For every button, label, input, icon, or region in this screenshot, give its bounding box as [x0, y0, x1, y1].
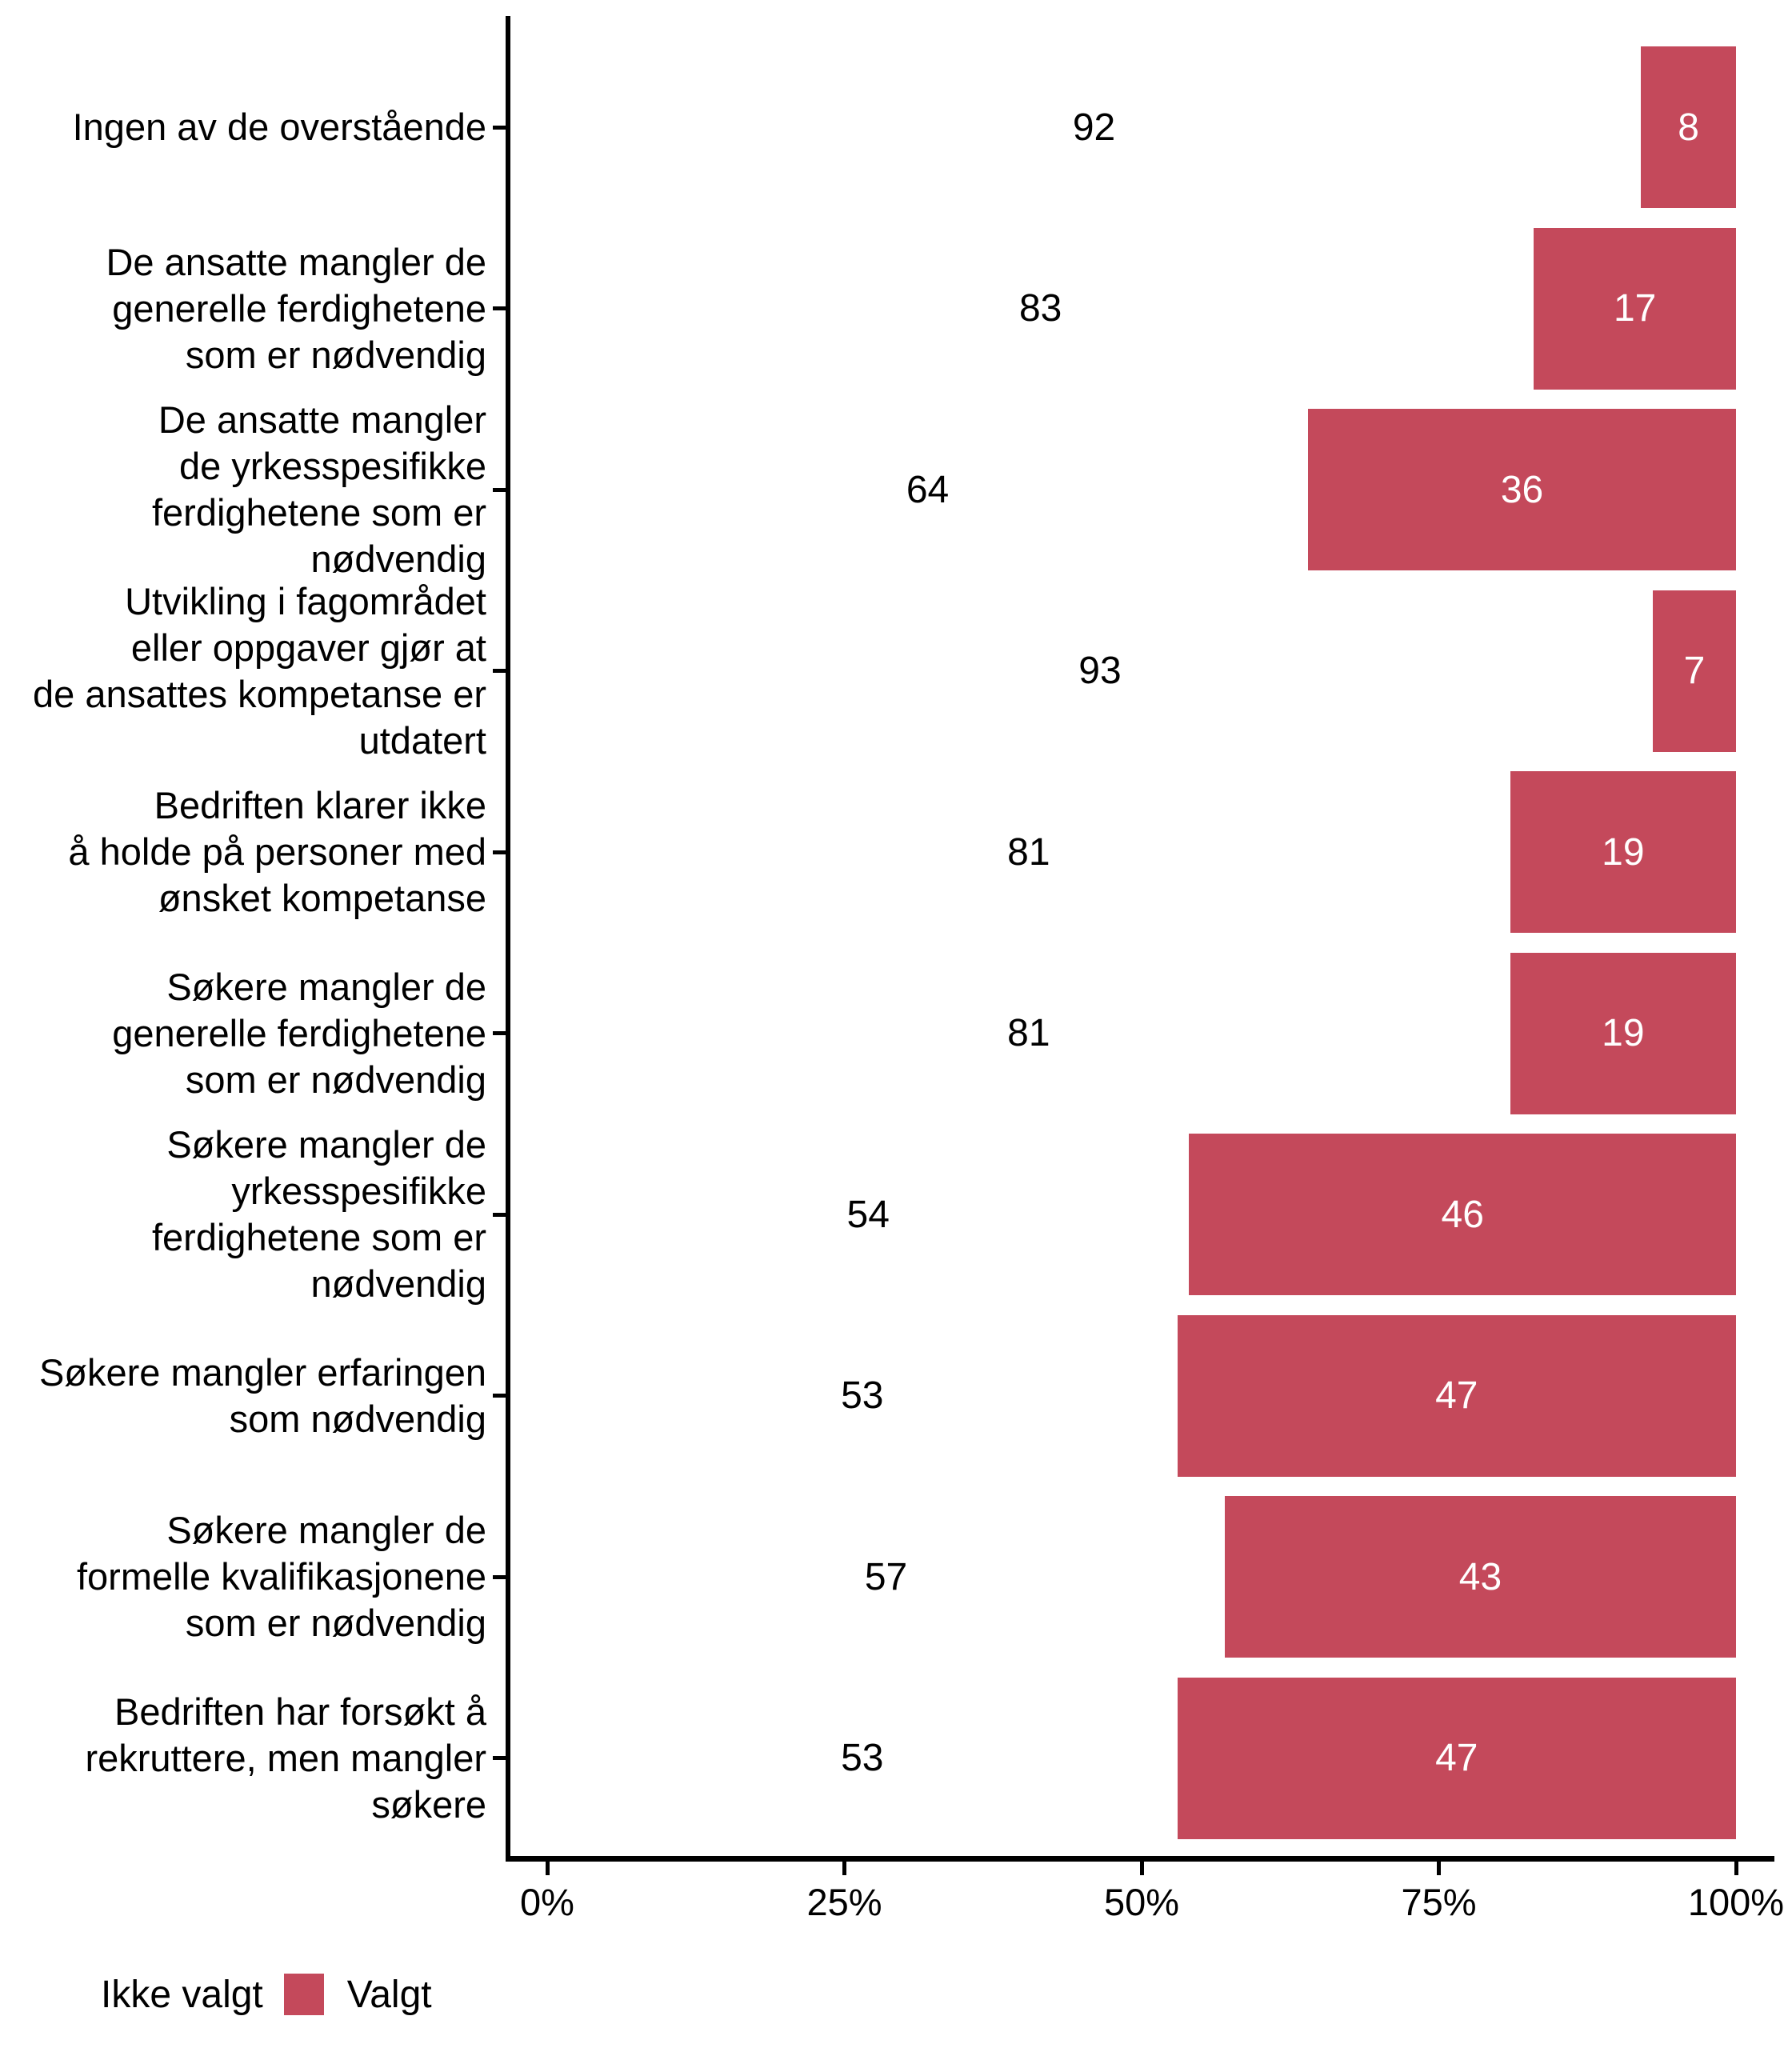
bar-segment-ikke-valgt: 93	[547, 590, 1653, 752]
bar-segment-valgt: 7	[1652, 590, 1736, 752]
bar-value-valgt: 47	[1435, 1737, 1478, 1779]
bar-value-ikke-valgt: 93	[1078, 650, 1122, 692]
y-axis-tick	[493, 1756, 508, 1760]
bar-segment-valgt: 46	[1189, 1134, 1736, 1295]
y-axis-tick	[493, 125, 508, 130]
y-axis-tick	[493, 669, 508, 673]
legend-key-ikke-valgt-swatch	[50, 1974, 90, 2015]
bar-value-valgt: 19	[1602, 1012, 1645, 1054]
bar-segment-ikke-valgt: 64	[547, 409, 1309, 570]
category-label: Søkere mangler de yrkesspesifikke ferdig…	[151, 1123, 486, 1305]
x-axis-tick	[545, 1862, 550, 1875]
x-axis-tick-label: 0%	[520, 1881, 574, 1923]
x-axis-tick-label: 100%	[1687, 1881, 1785, 1923]
bar-value-valgt: 43	[1458, 1555, 1502, 1598]
bar-segment-ikke-valgt: 57	[547, 1496, 1226, 1658]
category-label: De ansatte mangler de yrkesspesifikke fe…	[151, 398, 486, 580]
bar-value-ikke-valgt: 57	[864, 1555, 908, 1598]
y-axis-tick	[493, 487, 508, 492]
x-axis-tick-label: 75%	[1401, 1881, 1477, 1923]
legend-key-valgt-swatch	[283, 1974, 324, 2015]
y-axis-tick	[493, 850, 508, 854]
legend-label-ikke-valgt: Ikke valgt	[101, 1973, 263, 2016]
category-label: Søkere mangler de generelle ferdighetene…	[112, 965, 486, 1101]
x-axis-tick-label: 50%	[1103, 1881, 1180, 1923]
bar-segment-valgt: 47	[1177, 1677, 1736, 1839]
bar-value-valgt: 17	[1613, 287, 1657, 330]
y-axis-tick	[493, 1394, 508, 1398]
bar-segment-ikke-valgt: 83	[547, 227, 1534, 390]
bar-value-ikke-valgt: 81	[1007, 1012, 1050, 1054]
bar-value-valgt: 8	[1678, 106, 1699, 149]
category-label: Søkere mangler erfaringen som nødvendig	[38, 1350, 486, 1440]
category-label: Søkere mangler de formelle kvalifikasjon…	[76, 1509, 486, 1644]
bar-value-ikke-valgt: 92	[1072, 106, 1116, 149]
bar-segment-valgt: 47	[1177, 1314, 1736, 1477]
bar-segment-valgt: 36	[1308, 409, 1736, 570]
x-axis-tick	[1734, 1862, 1738, 1875]
x-axis-line	[506, 1856, 1774, 1862]
x-axis-tick	[1139, 1862, 1144, 1875]
bar-value-ikke-valgt: 64	[906, 468, 950, 511]
bar-segment-ikke-valgt: 53	[547, 1314, 1178, 1477]
bar-segment-valgt: 8	[1641, 46, 1736, 208]
category-label: Bedriften har forsøkt å rekruttere, men …	[85, 1690, 486, 1826]
bar-value-valgt: 19	[1602, 830, 1645, 874]
bar-segment-valgt: 17	[1534, 227, 1736, 390]
y-axis-tick	[493, 1212, 508, 1217]
x-axis-tick-label: 25%	[806, 1881, 882, 1923]
bar-value-ikke-valgt: 53	[841, 1737, 884, 1779]
legend-label-valgt: Valgt	[346, 1973, 432, 2016]
y-axis-tick	[493, 1031, 508, 1035]
bar-value-valgt: 47	[1435, 1374, 1478, 1417]
bar-segment-ikke-valgt: 81	[547, 771, 1510, 933]
bar-value-ikke-valgt: 83	[1018, 287, 1062, 330]
bar-segment-valgt: 19	[1510, 771, 1736, 933]
bar-segment-ikke-valgt: 54	[547, 1134, 1190, 1295]
bar-value-valgt: 36	[1500, 468, 1544, 511]
category-label: Utvikling i fagområdet eller oppgaver gj…	[33, 579, 486, 762]
bar-value-ikke-valgt: 81	[1007, 830, 1050, 874]
bar-segment-ikke-valgt: 81	[547, 952, 1510, 1114]
bar-value-valgt: 46	[1441, 1193, 1484, 1236]
x-axis-tick	[1437, 1862, 1441, 1875]
category-label: De ansatte mangler de generelle ferdighe…	[106, 240, 486, 376]
bar-value-ikke-valgt: 54	[846, 1193, 890, 1236]
x-axis-tick	[842, 1862, 846, 1875]
legend: Ikke valgt Valgt	[50, 1972, 432, 2017]
bar-segment-valgt: 19	[1510, 952, 1736, 1114]
y-axis-line	[506, 16, 510, 1862]
bar-segment-valgt: 43	[1225, 1496, 1736, 1658]
bar-segment-ikke-valgt: 92	[547, 46, 1642, 208]
bar-value-valgt: 7	[1683, 650, 1706, 692]
y-axis-tick	[493, 306, 508, 310]
bar-segment-ikke-valgt: 53	[547, 1677, 1178, 1839]
bar-value-ikke-valgt: 53	[841, 1374, 884, 1417]
category-label: Bedriften klarer ikke å holde på persone…	[68, 784, 486, 919]
y-axis-tick	[493, 1574, 508, 1579]
category-label: Ingen av de overstående	[72, 106, 486, 148]
